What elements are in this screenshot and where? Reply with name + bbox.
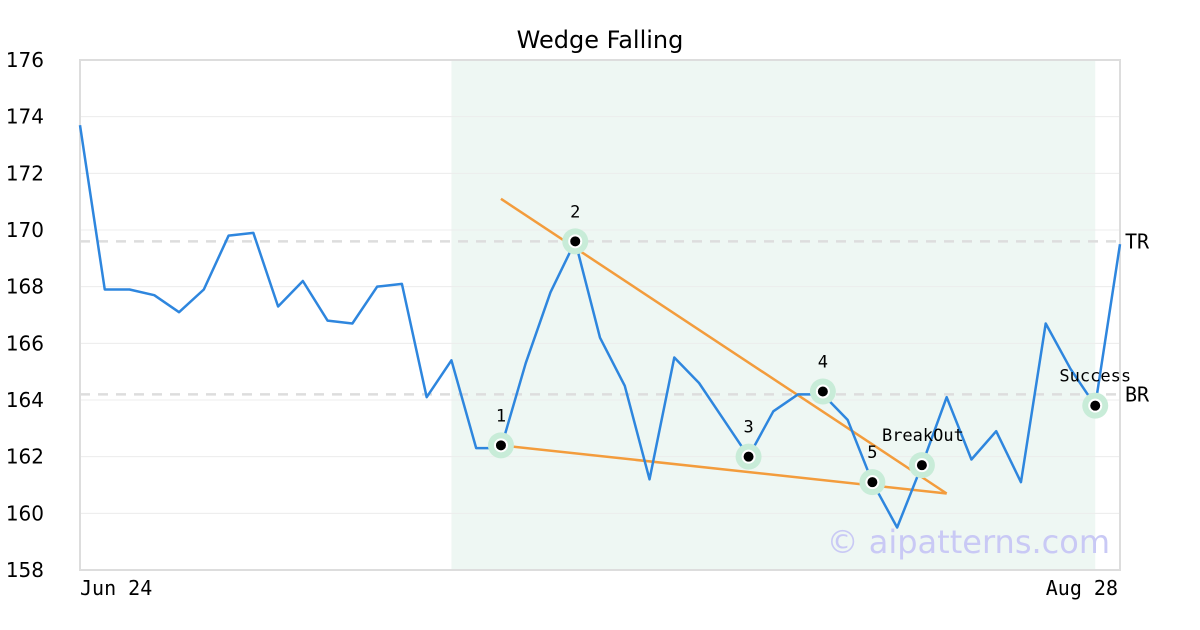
y-tick-label: 162 (6, 445, 44, 469)
point-marker (741, 449, 756, 464)
y-tick-label: 164 (6, 388, 44, 412)
point-label: 2 (570, 202, 580, 222)
y-tick-label: 172 (6, 161, 44, 185)
point-marker (914, 458, 929, 473)
x-tick-label: Aug 28 (1046, 576, 1118, 600)
point-marker (568, 234, 583, 249)
point-label: 1 (496, 406, 506, 426)
y-tick-label: 158 (6, 558, 44, 582)
point-marker (865, 475, 880, 490)
highlight-rect (451, 60, 1096, 570)
chart-title: Wedge Falling (517, 26, 684, 54)
price-line (78, 124, 1122, 529)
x-axis-ticks: Jun 24 Aug 28 (80, 576, 1118, 600)
level-label: BR (1125, 382, 1150, 406)
pattern-highlight-region (451, 60, 1096, 570)
resistance-levels: TR BR (80, 229, 1150, 406)
y-tick-label: 176 (6, 48, 44, 72)
point-label: BreakOut (882, 426, 964, 446)
point-marker (1088, 398, 1103, 413)
point-label: Success (1059, 367, 1131, 387)
point-label: 5 (867, 443, 877, 463)
y-tick-label: 168 (6, 275, 44, 299)
x-tick-label: Jun 24 (80, 576, 152, 600)
y-tick-label: 166 (6, 331, 44, 355)
point-marker (815, 384, 830, 399)
watermark: © aipatterns.com (827, 523, 1110, 561)
point-label: 3 (743, 418, 753, 438)
y-tick-label: 160 (6, 501, 44, 525)
point-marker (493, 438, 508, 453)
point-label: 4 (818, 353, 828, 373)
level-label: TR (1125, 229, 1150, 253)
y-tick-label: 174 (6, 105, 44, 129)
y-tick-label: 170 (6, 218, 44, 242)
plot-frame (79, 59, 1121, 571)
y-axis-ticks: 158 160 162 164 166 168 170 172 174 176 (6, 48, 44, 582)
